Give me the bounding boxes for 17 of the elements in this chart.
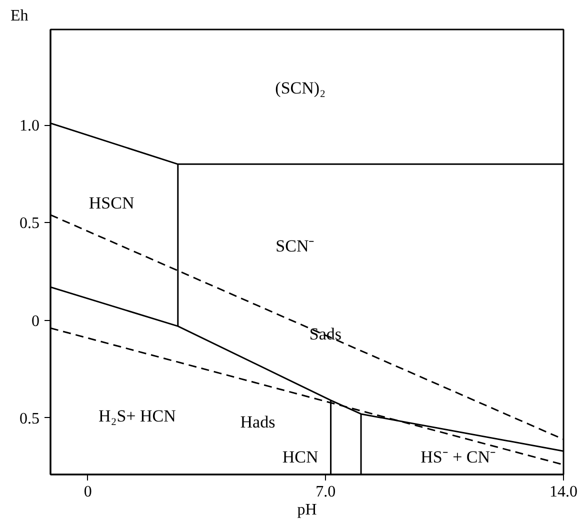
annotation: Hads [240, 412, 276, 432]
x-tick-label: 14.0 [550, 484, 578, 500]
annotation: SCN⁻ [276, 236, 315, 256]
y-tick-label: 0.5 [20, 215, 40, 232]
y-tick-label: 0 [32, 312, 40, 330]
annotation: HSCN [88, 194, 134, 213]
x-axis-title: pH [297, 502, 318, 518]
annotation: H₂S+ HCN [98, 406, 176, 426]
annotation: (SCN)₂ [275, 78, 326, 98]
annotation: Sads [309, 324, 342, 344]
annotation: HCN [282, 448, 318, 467]
y-tick-label: 0.5 [20, 410, 40, 428]
x-tick-label: 0 [84, 484, 92, 500]
y-tick-label: 1.0 [20, 118, 40, 135]
annotation: HS⁻ + CN⁻ [420, 448, 496, 467]
y-axis-title: Eh [10, 8, 28, 24]
x-tick-label: 7.0 [316, 484, 336, 500]
